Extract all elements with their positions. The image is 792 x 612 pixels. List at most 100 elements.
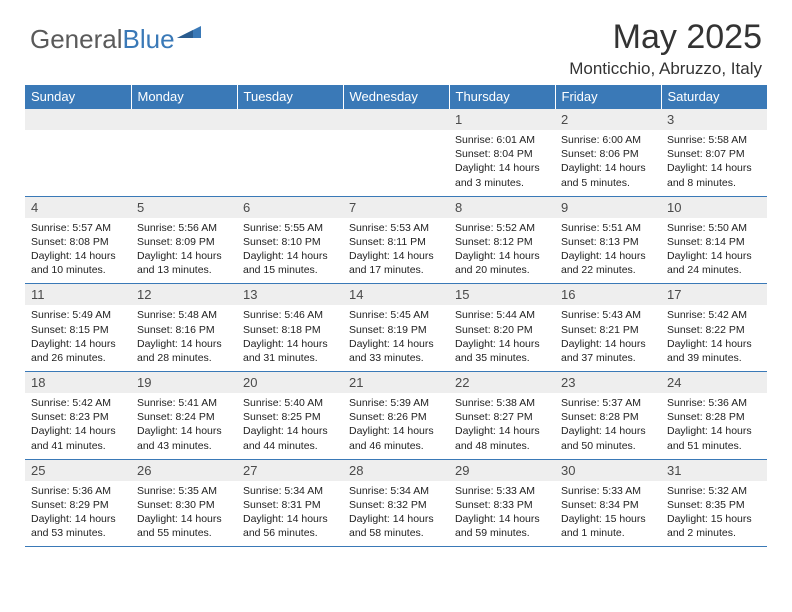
sunrise-text: Sunrise: 5:36 AM xyxy=(667,396,761,410)
day-data-cell: Sunrise: 5:41 AMSunset: 8:24 PMDaylight:… xyxy=(131,393,237,459)
sunrise-text: Sunrise: 5:45 AM xyxy=(349,308,443,322)
day-data-cell: Sunrise: 5:33 AMSunset: 8:34 PMDaylight:… xyxy=(555,481,661,547)
header: GeneralBlue May 2025 Monticchio, Abruzzo… xyxy=(0,0,792,85)
daylight-text: Daylight: 14 hours and 44 minutes. xyxy=(243,424,337,452)
day-number-cell: 2 xyxy=(555,109,661,131)
daylight-text: Daylight: 14 hours and 5 minutes. xyxy=(561,161,655,189)
sunset-text: Sunset: 8:31 PM xyxy=(243,498,337,512)
day-data-cell: Sunrise: 5:33 AMSunset: 8:33 PMDaylight:… xyxy=(449,481,555,547)
sunset-text: Sunset: 8:14 PM xyxy=(667,235,761,249)
sunrise-text: Sunrise: 5:35 AM xyxy=(137,484,231,498)
day-number-cell: 23 xyxy=(555,372,661,394)
month-title: May 2025 xyxy=(569,18,762,57)
day-data-cell: Sunrise: 5:42 AMSunset: 8:23 PMDaylight:… xyxy=(25,393,131,459)
day-data-cell: Sunrise: 5:44 AMSunset: 8:20 PMDaylight:… xyxy=(449,305,555,371)
day-number-cell: 24 xyxy=(661,372,767,394)
day-data-cell: Sunrise: 5:34 AMSunset: 8:32 PMDaylight:… xyxy=(343,481,449,547)
day-number-cell: 4 xyxy=(25,196,131,218)
day-number-cell: 22 xyxy=(449,372,555,394)
day-data-cell: Sunrise: 5:51 AMSunset: 8:13 PMDaylight:… xyxy=(555,218,661,284)
title-block: May 2025 Monticchio, Abruzzo, Italy xyxy=(569,18,762,79)
day-number-cell: 25 xyxy=(25,459,131,481)
sunrise-text: Sunrise: 5:40 AM xyxy=(243,396,337,410)
daylight-text: Daylight: 14 hours and 26 minutes. xyxy=(31,337,125,365)
daylight-text: Daylight: 14 hours and 56 minutes. xyxy=(243,512,337,540)
day-data-cell: Sunrise: 5:57 AMSunset: 8:08 PMDaylight:… xyxy=(25,218,131,284)
sunrise-text: Sunrise: 5:53 AM xyxy=(349,221,443,235)
day-data-cell: Sunrise: 5:48 AMSunset: 8:16 PMDaylight:… xyxy=(131,305,237,371)
daylight-text: Daylight: 15 hours and 1 minute. xyxy=(561,512,655,540)
day-number-cell: 21 xyxy=(343,372,449,394)
daylight-text: Daylight: 14 hours and 10 minutes. xyxy=(31,249,125,277)
daylight-text: Daylight: 14 hours and 33 minutes. xyxy=(349,337,443,365)
sunset-text: Sunset: 8:11 PM xyxy=(349,235,443,249)
day-data-cell: Sunrise: 5:35 AMSunset: 8:30 PMDaylight:… xyxy=(131,481,237,547)
data-row: Sunrise: 5:42 AMSunset: 8:23 PMDaylight:… xyxy=(25,393,767,459)
sunset-text: Sunset: 8:35 PM xyxy=(667,498,761,512)
day-number-cell xyxy=(131,109,237,131)
day-number-cell: 17 xyxy=(661,284,767,306)
sunset-text: Sunset: 8:08 PM xyxy=(31,235,125,249)
daylight-text: Daylight: 15 hours and 2 minutes. xyxy=(667,512,761,540)
day-number-cell: 13 xyxy=(237,284,343,306)
daylight-text: Daylight: 14 hours and 55 minutes. xyxy=(137,512,231,540)
sunset-text: Sunset: 8:29 PM xyxy=(31,498,125,512)
sunrise-text: Sunrise: 5:44 AM xyxy=(455,308,549,322)
sunset-text: Sunset: 8:28 PM xyxy=(561,410,655,424)
sunset-text: Sunset: 8:30 PM xyxy=(137,498,231,512)
data-row: Sunrise: 5:49 AMSunset: 8:15 PMDaylight:… xyxy=(25,305,767,371)
day-number-cell: 14 xyxy=(343,284,449,306)
day-number-cell: 6 xyxy=(237,196,343,218)
day-data-cell: Sunrise: 5:55 AMSunset: 8:10 PMDaylight:… xyxy=(237,218,343,284)
weekday-wed: Wednesday xyxy=(343,85,449,109)
location: Monticchio, Abruzzo, Italy xyxy=(569,59,762,79)
sunrise-text: Sunrise: 5:58 AM xyxy=(667,133,761,147)
daynum-row: 45678910 xyxy=(25,196,767,218)
sunset-text: Sunset: 8:04 PM xyxy=(455,147,549,161)
sunrise-text: Sunrise: 5:34 AM xyxy=(349,484,443,498)
sunrise-text: Sunrise: 5:55 AM xyxy=(243,221,337,235)
day-data-cell: Sunrise: 5:34 AMSunset: 8:31 PMDaylight:… xyxy=(237,481,343,547)
daylight-text: Daylight: 14 hours and 46 minutes. xyxy=(349,424,443,452)
day-number-cell: 10 xyxy=(661,196,767,218)
sunset-text: Sunset: 8:12 PM xyxy=(455,235,549,249)
sunset-text: Sunset: 8:20 PM xyxy=(455,323,549,337)
sunset-text: Sunset: 8:26 PM xyxy=(349,410,443,424)
data-row: Sunrise: 5:57 AMSunset: 8:08 PMDaylight:… xyxy=(25,218,767,284)
sunset-text: Sunset: 8:15 PM xyxy=(31,323,125,337)
weekday-sat: Saturday xyxy=(661,85,767,109)
daylight-text: Daylight: 14 hours and 43 minutes. xyxy=(137,424,231,452)
daynum-row: 18192021222324 xyxy=(25,372,767,394)
sunset-text: Sunset: 8:10 PM xyxy=(243,235,337,249)
daylight-text: Daylight: 14 hours and 51 minutes. xyxy=(667,424,761,452)
daynum-row: 11121314151617 xyxy=(25,284,767,306)
day-data-cell: Sunrise: 5:36 AMSunset: 8:29 PMDaylight:… xyxy=(25,481,131,547)
sunrise-text: Sunrise: 5:33 AM xyxy=(561,484,655,498)
sunset-text: Sunset: 8:18 PM xyxy=(243,323,337,337)
day-data-cell: Sunrise: 5:42 AMSunset: 8:22 PMDaylight:… xyxy=(661,305,767,371)
sunset-text: Sunset: 8:25 PM xyxy=(243,410,337,424)
day-number-cell: 1 xyxy=(449,109,555,131)
data-row: Sunrise: 5:36 AMSunset: 8:29 PMDaylight:… xyxy=(25,481,767,547)
weekday-sun: Sunday xyxy=(25,85,131,109)
data-row: Sunrise: 6:01 AMSunset: 8:04 PMDaylight:… xyxy=(25,130,767,196)
sunset-text: Sunset: 8:32 PM xyxy=(349,498,443,512)
day-number-cell: 29 xyxy=(449,459,555,481)
sunrise-text: Sunrise: 5:49 AM xyxy=(31,308,125,322)
day-data-cell: Sunrise: 5:36 AMSunset: 8:28 PMDaylight:… xyxy=(661,393,767,459)
day-number-cell: 30 xyxy=(555,459,661,481)
day-data-cell: Sunrise: 5:58 AMSunset: 8:07 PMDaylight:… xyxy=(661,130,767,196)
day-number-cell: 3 xyxy=(661,109,767,131)
daylight-text: Daylight: 14 hours and 41 minutes. xyxy=(31,424,125,452)
calendar-wrap: Sunday Monday Tuesday Wednesday Thursday… xyxy=(0,85,792,547)
day-number-cell: 8 xyxy=(449,196,555,218)
day-number-cell: 20 xyxy=(237,372,343,394)
day-number-cell: 31 xyxy=(661,459,767,481)
day-data-cell: Sunrise: 5:38 AMSunset: 8:27 PMDaylight:… xyxy=(449,393,555,459)
day-data-cell xyxy=(25,130,131,196)
sunset-text: Sunset: 8:16 PM xyxy=(137,323,231,337)
daylight-text: Daylight: 14 hours and 28 minutes. xyxy=(137,337,231,365)
weekday-thu: Thursday xyxy=(449,85,555,109)
daynum-row: 25262728293031 xyxy=(25,459,767,481)
day-data-cell: Sunrise: 5:39 AMSunset: 8:26 PMDaylight:… xyxy=(343,393,449,459)
